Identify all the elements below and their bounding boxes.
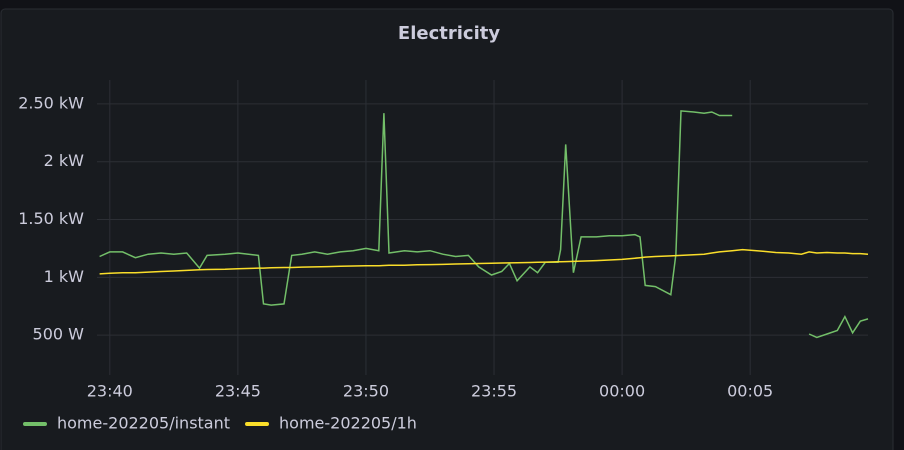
- y-tick-label: 2 kW: [44, 151, 85, 170]
- x-tick-label: 23:50: [343, 382, 389, 401]
- chart-title: Electricity: [398, 23, 500, 44]
- y-tick-label: 1.50 kW: [18, 209, 84, 228]
- y-tick-label: 2.50 kW: [18, 93, 84, 112]
- panel: [0, 8, 894, 450]
- x-tick-label: 23:45: [215, 382, 261, 401]
- legend: home-202205/instant home-202205/1h: [23, 414, 417, 433]
- y-tick-label: 500 W: [33, 325, 85, 344]
- legend-label[interactable]: home-202205/instant: [57, 414, 230, 433]
- series-line: [99, 110, 869, 339]
- x-tick-label: 23:55: [471, 382, 517, 401]
- x-tick-label: 00:05: [727, 382, 773, 401]
- series-line: [99, 248, 869, 275]
- x-tick-label: 00:00: [599, 382, 645, 401]
- x-tick-label: 23:40: [87, 382, 133, 401]
- y-tick-label: 1 kW: [44, 267, 85, 286]
- legend-label[interactable]: home-202205/1h: [279, 414, 417, 433]
